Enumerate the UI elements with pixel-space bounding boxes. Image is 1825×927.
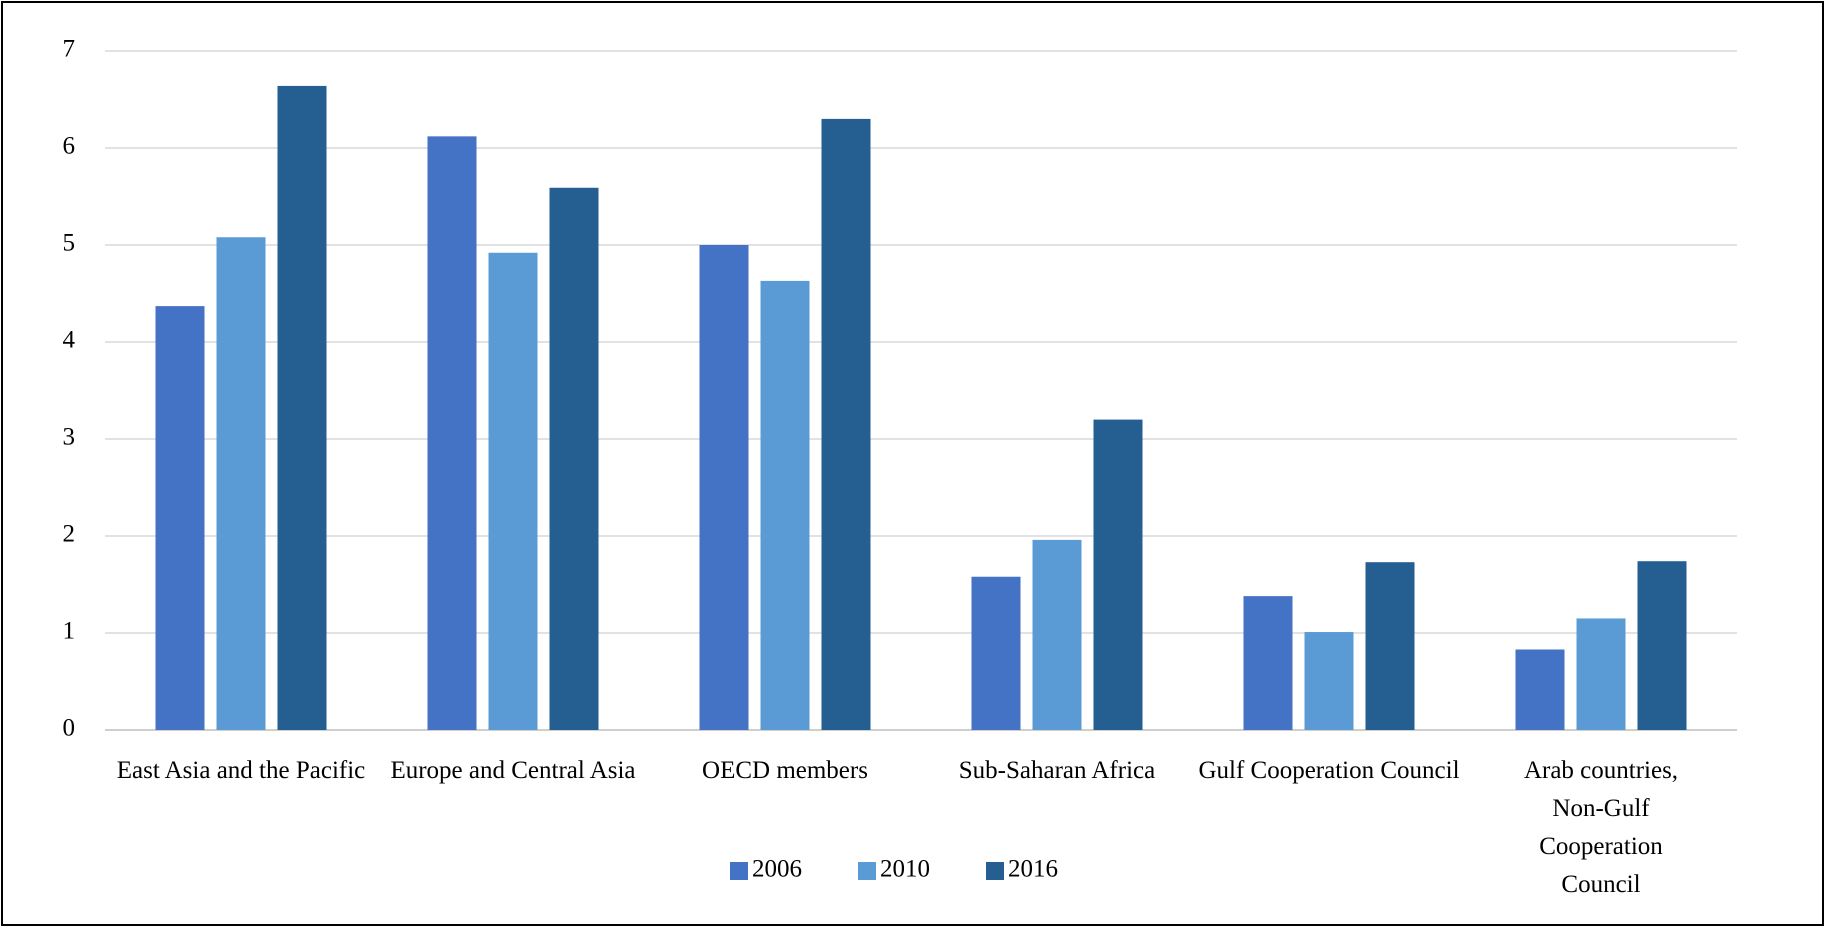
bar — [760, 280, 810, 730]
bar — [216, 237, 266, 731]
bar — [427, 136, 477, 731]
x-tick-label: Sub-Saharan Africa — [958, 757, 1156, 784]
bar — [821, 118, 871, 730]
bar — [1637, 561, 1687, 730]
x-tick-label: Arab countries, Non-Gulf Cooperation Cou… — [1523, 757, 1679, 898]
bar — [971, 576, 1021, 730]
x-tick-label: East Asia and the Pacific — [116, 757, 366, 784]
bar — [1243, 596, 1293, 730]
y-tick-label: 3 — [63, 424, 76, 451]
bar — [699, 245, 749, 730]
bar — [277, 85, 327, 731]
legend-swatch — [986, 862, 1004, 880]
legend-label: 2006 — [752, 856, 802, 883]
y-tick-label: 4 — [63, 327, 76, 354]
bar — [549, 187, 599, 730]
y-tick-label: 6 — [63, 133, 76, 160]
x-tick-label: Gulf Cooperation Council — [1198, 757, 1460, 784]
y-tick-label: 1 — [63, 618, 76, 645]
legend-swatch — [858, 862, 876, 880]
legend-label: 2016 — [1008, 856, 1058, 883]
bar — [1032, 539, 1082, 730]
y-tick-label: 0 — [63, 715, 76, 742]
bar — [1365, 562, 1415, 730]
legend-label: 2010 — [880, 856, 930, 883]
legend-swatch — [730, 862, 748, 880]
x-tick-label: OECD members — [702, 757, 868, 784]
bar — [1576, 618, 1626, 730]
bar — [488, 252, 538, 730]
y-tick-label: 2 — [63, 521, 76, 548]
y-tick-label: 7 — [63, 36, 76, 63]
bar — [155, 306, 205, 730]
bar — [1304, 632, 1354, 730]
bar — [1093, 419, 1143, 730]
y-tick-label: 5 — [63, 230, 76, 257]
x-tick-label: Europe and Central Asia — [390, 757, 636, 784]
bar — [1515, 649, 1565, 730]
